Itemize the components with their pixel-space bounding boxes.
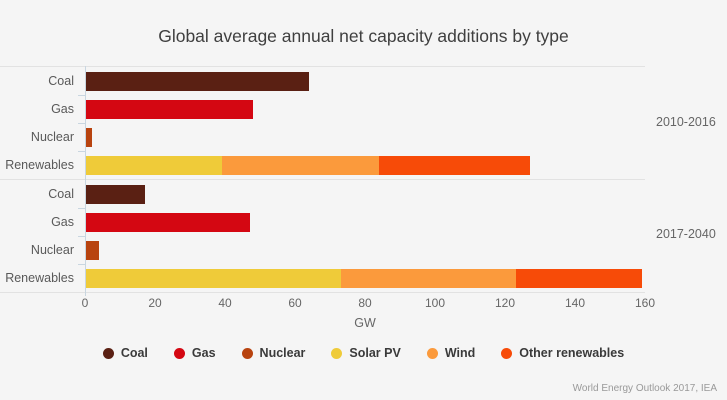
legend-label: Nuclear xyxy=(259,346,306,360)
bar-row-Nuclear: Nuclear xyxy=(0,123,645,151)
x-tick-label-120: 120 xyxy=(494,296,516,310)
category-label-Nuclear: Nuclear xyxy=(30,130,74,144)
bar-segment-Gas xyxy=(85,99,253,119)
bar-segment-Gas xyxy=(85,212,250,232)
chart-title: Global average annual net capacity addit… xyxy=(158,26,569,46)
bar-segment-Solar PV xyxy=(85,155,222,175)
bar-track-Coal xyxy=(85,71,645,91)
panel-2017-2040: Coal Gas Nuclear Renewables xyxy=(0,179,645,292)
legend-label: Wind xyxy=(444,346,476,360)
x-tick-label-40: 40 xyxy=(218,296,232,310)
x-axis-title: GW xyxy=(354,316,376,330)
legend-label: Other renewables xyxy=(519,346,625,360)
bar-segment-Other renewables xyxy=(515,268,642,288)
legend-swatch-icon xyxy=(501,347,513,359)
bar-segment-Wind xyxy=(340,268,516,288)
legend-swatch-icon xyxy=(426,347,438,359)
bar-segment-Solar PV xyxy=(85,268,341,288)
group-label-2017-2040: 2017-2040 xyxy=(656,227,716,241)
bar-row-Coal: Coal xyxy=(0,67,645,95)
bar-row-Gas: Gas xyxy=(0,95,645,123)
bar-row-Renewables: Renewables xyxy=(0,151,645,179)
bar-track-Gas xyxy=(85,99,645,119)
legend-item-Nuclear[interactable]: Nuclear xyxy=(241,346,306,360)
legend-swatch-icon xyxy=(331,347,343,359)
category-label-Nuclear: Nuclear xyxy=(30,243,74,257)
bar-segment-Wind xyxy=(221,155,379,175)
bar-segment-Nuclear xyxy=(85,127,92,147)
category-label-Renewables: Renewables xyxy=(5,158,74,172)
x-tick-label-20: 20 xyxy=(148,296,162,310)
x-tick-label-100: 100 xyxy=(424,296,446,310)
category-label-Gas: Gas xyxy=(51,102,74,116)
bar-track-Nuclear xyxy=(85,127,645,147)
source-credit: World Energy Outlook 2017, IEA xyxy=(572,383,717,394)
legend-item-Wind[interactable]: Wind xyxy=(426,346,476,360)
panel-2010-2016: Coal Gas Nuclear Renewables xyxy=(0,66,645,179)
legend-swatch-icon xyxy=(102,347,114,359)
category-tick xyxy=(78,95,85,96)
legend: Coal Gas Nuclear Solar PV Wind Other renewabl… xyxy=(0,345,727,361)
legend-item-Gas[interactable]: Gas xyxy=(173,346,216,360)
bar-row-Renewables: Renewables xyxy=(0,264,645,292)
bar-segment-Other renewables xyxy=(379,155,530,175)
x-tick-label-60: 60 xyxy=(288,296,302,310)
bar-track-Gas xyxy=(85,212,645,232)
legend-swatch-icon xyxy=(241,347,253,359)
bar-track-Renewables xyxy=(85,268,645,288)
category-tick xyxy=(78,264,85,265)
legend-label: Coal xyxy=(120,346,148,360)
x-tick-label-0: 0 xyxy=(81,296,89,310)
bar-row-Gas: Gas xyxy=(0,208,645,236)
bar-segment-Coal xyxy=(85,184,145,204)
bar-row-Nuclear: Nuclear xyxy=(0,236,645,264)
x-tick-label-140: 140 xyxy=(564,296,586,310)
category-label-Coal: Coal xyxy=(48,187,74,201)
bar-track-Coal xyxy=(85,184,645,204)
category-tick xyxy=(78,236,85,237)
group-label-2010-2016: 2010-2016 xyxy=(656,115,716,129)
chart-area: Coal Gas Nuclear Renewables Coal Gas Nuclear Re… xyxy=(0,66,727,296)
bar-segment-Coal xyxy=(85,71,309,91)
bar-row-Coal: Coal xyxy=(0,180,645,208)
x-tick-label-160: 160 xyxy=(634,296,656,310)
legend-label: Gas xyxy=(191,346,216,360)
plot-area: Coal Gas Nuclear Renewables Coal Gas Nuclear Re… xyxy=(0,66,645,296)
category-label-Gas: Gas xyxy=(51,215,74,229)
category-tick xyxy=(78,123,85,124)
category-label-Renewables: Renewables xyxy=(5,271,74,285)
legend-item-Coal[interactable]: Coal xyxy=(102,346,148,360)
category-tick xyxy=(78,151,85,152)
category-tick xyxy=(78,208,85,209)
category-label-Coal: Coal xyxy=(48,74,74,88)
y-axis-line xyxy=(85,66,86,296)
legend-item-Other renewables[interactable]: Other renewables xyxy=(501,346,624,360)
x-axis: 0 20 40 60 80 100 120 140 160 xyxy=(0,296,727,311)
bar-segment-Nuclear xyxy=(85,240,99,260)
x-tick-label-80: 80 xyxy=(358,296,372,310)
bar-track-Renewables xyxy=(85,155,645,175)
bar-track-Nuclear xyxy=(85,240,645,260)
legend-swatch-icon xyxy=(173,347,185,359)
legend-label: Solar PV xyxy=(349,346,401,360)
legend-item-Solar PV[interactable]: Solar PV xyxy=(331,346,401,360)
